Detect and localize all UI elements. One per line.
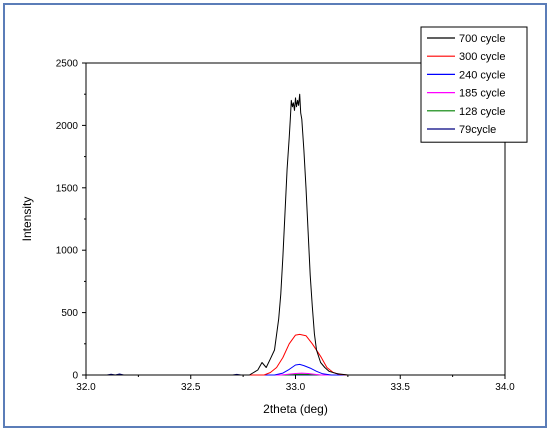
y-axis-label: Intensity <box>20 197 34 242</box>
legend: 700 cycle 300 cycle 240 cycle 185 cycle 128 … <box>420 26 528 143</box>
x-tick-label: 32.5 <box>181 382 201 393</box>
y-axis: 0 500 1000 1500 2000 2500 <box>56 59 86 382</box>
legend-box <box>420 26 528 143</box>
series-line-240-cycle <box>86 363 505 376</box>
series-line-300-cycle <box>86 333 505 376</box>
x-tick-label: 33.5 <box>391 382 411 393</box>
x-axis-label: 2theta (deg) <box>263 402 328 416</box>
legend-label: 700 cycle <box>459 33 505 45</box>
series-lines <box>86 93 505 376</box>
line-chart: 32.0 32.5 33.0 33.5 34.0 0 500 1000 1500 2000 250… <box>20 26 528 416</box>
y-tick-label: 2000 <box>56 121 79 132</box>
legend-label: 128 cycle <box>459 106 505 118</box>
y-tick-label: 500 <box>61 308 78 319</box>
x-tick-label: 33.0 <box>286 382 306 393</box>
x-tick-label: 32.0 <box>76 382 96 393</box>
legend-label: 240 cycle <box>459 69 505 81</box>
y-tick-label: 0 <box>72 371 78 382</box>
legend-label: 185 cycle <box>459 88 505 100</box>
series-line-185-cycle <box>86 372 505 376</box>
series-line-700-cycle <box>86 93 505 376</box>
chart-frame: 32.0 32.5 33.0 33.5 34.0 0 500 1000 1500 2000 250… <box>3 3 547 428</box>
x-axis: 32.0 32.5 33.0 33.5 34.0 <box>76 375 515 393</box>
x-tick-label: 34.0 <box>495 382 515 393</box>
y-tick-label: 1000 <box>56 246 79 257</box>
legend-label: 79cycle <box>459 124 496 136</box>
y-tick-label: 2500 <box>56 59 79 70</box>
y-tick-label: 1500 <box>56 183 79 194</box>
legend-label: 300 cycle <box>459 51 505 63</box>
